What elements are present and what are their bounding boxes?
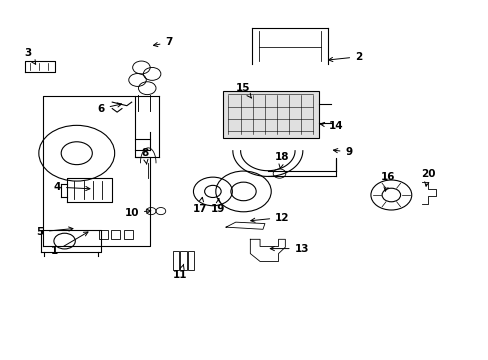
Text: 17: 17 [192, 197, 206, 214]
Text: 2: 2 [328, 52, 362, 62]
Text: 11: 11 [173, 264, 187, 280]
Text: 14: 14 [320, 121, 343, 131]
Text: 8: 8 [141, 148, 148, 164]
Text: 18: 18 [275, 152, 289, 168]
Text: 19: 19 [210, 198, 224, 214]
Text: 1: 1 [51, 232, 88, 256]
Text: 13: 13 [270, 244, 308, 253]
Text: 12: 12 [250, 212, 289, 222]
Text: 3: 3 [24, 48, 36, 64]
Bar [99, 230, 108, 239]
Bar [188, 251, 194, 270]
Text: 20: 20 [420, 168, 435, 186]
Text: 9: 9 [333, 147, 352, 157]
Text: 10: 10 [124, 208, 150, 218]
Bar [180, 251, 186, 270]
Text: 4: 4 [54, 182, 90, 192]
Text: 15: 15 [236, 83, 251, 98]
Text: 5: 5 [37, 227, 73, 237]
Text: 16: 16 [380, 172, 394, 191]
Bar [111, 230, 120, 239]
Text: 6: 6 [97, 103, 122, 113]
Text: 7: 7 [153, 37, 172, 48]
Bar [172, 251, 179, 270]
Bar [124, 230, 133, 239]
FancyBboxPatch shape [222, 91, 318, 138]
